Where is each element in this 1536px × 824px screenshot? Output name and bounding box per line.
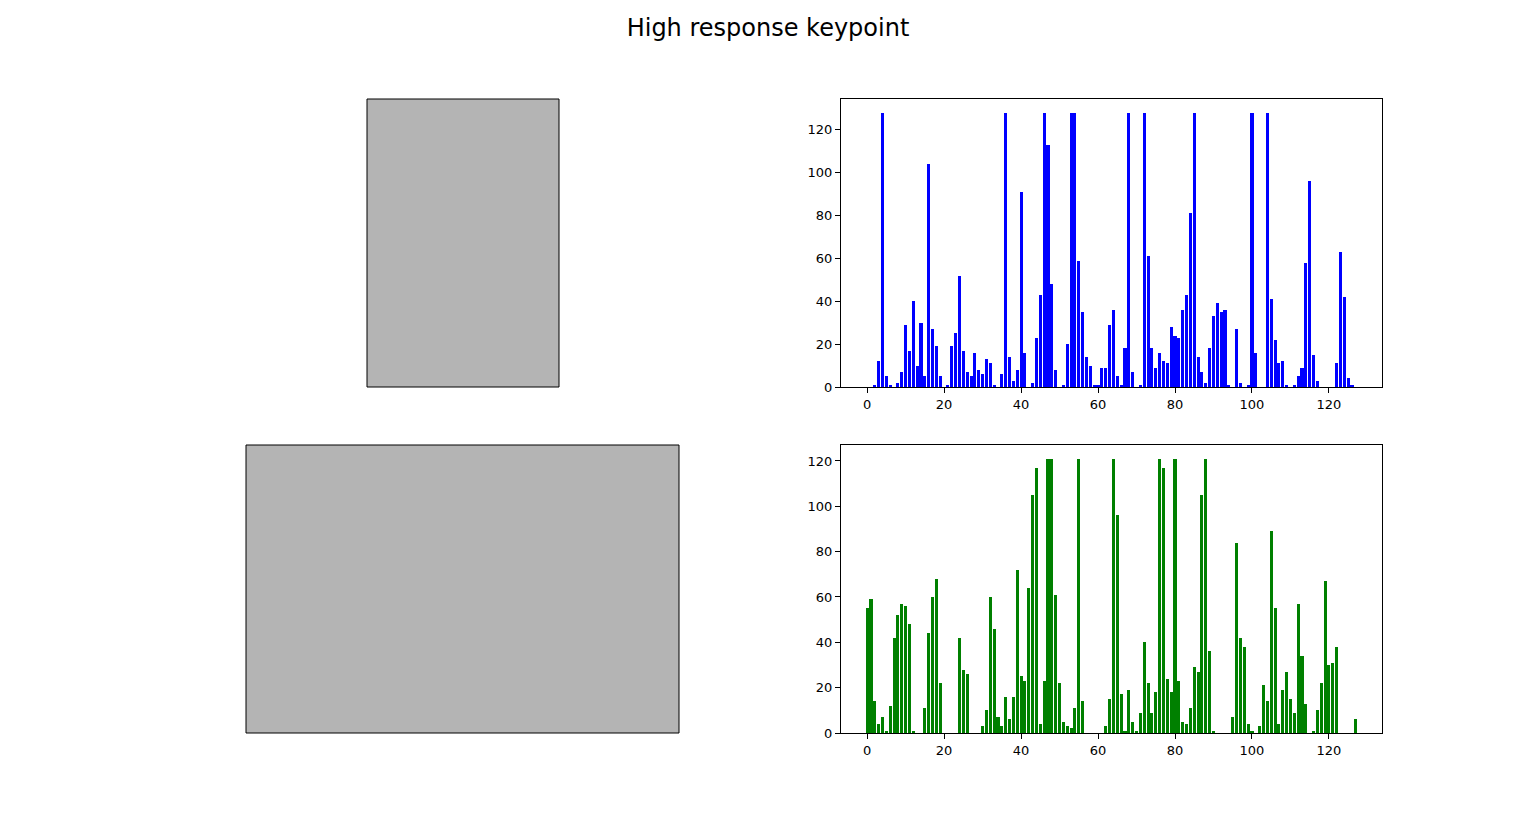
svg-text:40: 40 bbox=[816, 294, 833, 309]
svg-text:60: 60 bbox=[816, 251, 833, 266]
svg-text:80: 80 bbox=[1167, 743, 1184, 758]
svg-text:20: 20 bbox=[936, 743, 953, 758]
svg-text:100: 100 bbox=[808, 499, 833, 514]
svg-text:40: 40 bbox=[1013, 397, 1030, 412]
svg-text:80: 80 bbox=[816, 544, 833, 559]
svg-text:20: 20 bbox=[936, 397, 953, 412]
svg-text:High response keypoint: High response keypoint bbox=[627, 14, 910, 42]
svg-text:120: 120 bbox=[1317, 743, 1342, 758]
svg-text:20: 20 bbox=[816, 680, 833, 695]
svg-text:20: 20 bbox=[816, 337, 833, 352]
svg-text:120: 120 bbox=[1317, 397, 1342, 412]
svg-text:0: 0 bbox=[824, 380, 832, 395]
svg-text:100: 100 bbox=[1240, 397, 1265, 412]
svg-text:60: 60 bbox=[816, 590, 833, 605]
svg-text:120: 120 bbox=[808, 122, 833, 137]
svg-text:0: 0 bbox=[863, 397, 871, 412]
svg-text:100: 100 bbox=[1240, 743, 1265, 758]
svg-text:100: 100 bbox=[808, 165, 833, 180]
svg-text:40: 40 bbox=[816, 635, 833, 650]
svg-text:0: 0 bbox=[863, 743, 871, 758]
svg-text:80: 80 bbox=[816, 208, 833, 223]
svg-text:80: 80 bbox=[1167, 397, 1184, 412]
svg-text:120: 120 bbox=[808, 454, 833, 469]
svg-text:60: 60 bbox=[1090, 397, 1107, 412]
svg-text:40: 40 bbox=[1013, 743, 1030, 758]
svg-text:0: 0 bbox=[824, 726, 832, 741]
svg-text:60: 60 bbox=[1090, 743, 1107, 758]
